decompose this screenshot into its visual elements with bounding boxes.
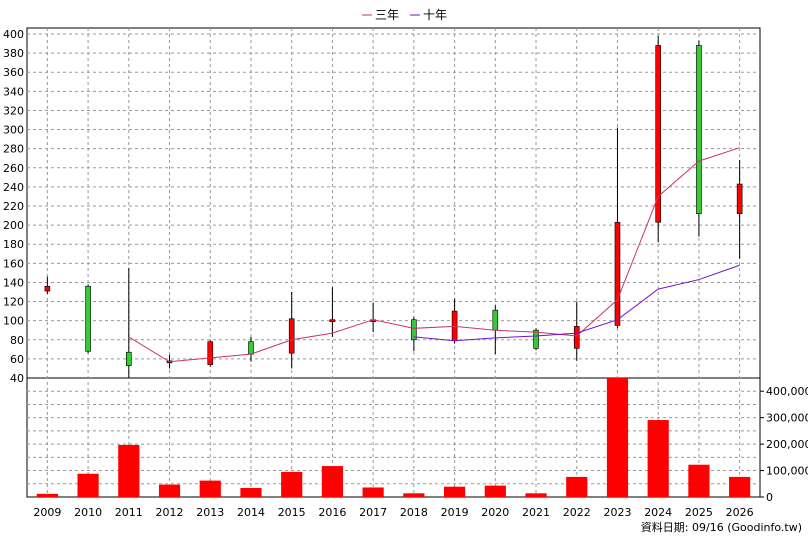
- volume-tick-label: 100,000: [766, 465, 808, 478]
- year-tick-label: 2019: [441, 506, 469, 519]
- price-tick-label: 340: [3, 85, 24, 98]
- volume-tick-label: 300,000: [766, 412, 808, 425]
- volume-bar: [118, 444, 140, 497]
- ma3-line: [128, 147, 740, 363]
- year-tick-label: 2016: [318, 506, 346, 519]
- plot-frame: [26, 27, 761, 498]
- legend-label-ma10: 十年: [423, 8, 447, 22]
- price-tick-label: 240: [3, 181, 24, 194]
- price-tick-label: 140: [3, 276, 24, 289]
- year-tick-label: 2021: [522, 506, 550, 519]
- volume-bar: [199, 480, 221, 497]
- volume-bar: [403, 493, 425, 497]
- candle-body: [44, 285, 51, 292]
- price-tick-label: 160: [3, 257, 24, 270]
- candlesticks: [44, 35, 743, 378]
- volume-bar: [647, 420, 669, 497]
- candle-body: [736, 183, 743, 214]
- candle-body: [655, 45, 661, 223]
- volume-bar: [77, 473, 99, 497]
- volume-bar: [321, 466, 344, 497]
- year-tick-label: 2020: [481, 506, 509, 519]
- price-tick-label: 320: [3, 104, 24, 117]
- volume-bar: [484, 485, 506, 497]
- volume-tick-label: 0: [766, 491, 773, 504]
- volume-bar: [443, 486, 466, 497]
- candle-body: [492, 309, 499, 331]
- year-tick-label: 2017: [359, 506, 387, 519]
- price-tick-label: 80: [10, 334, 24, 347]
- volume-bar: [729, 476, 751, 497]
- volume-bar: [606, 378, 629, 497]
- candle-body: [207, 341, 214, 365]
- volume-bar: [158, 484, 181, 497]
- legend-label-ma3: 三年: [375, 8, 399, 22]
- price-tick-label: 120: [3, 296, 24, 309]
- year-tick-label: 2025: [685, 506, 713, 519]
- volume-bar: [281, 471, 303, 497]
- year-tick-label: 2026: [726, 506, 754, 519]
- price-tick-label: 100: [3, 315, 24, 328]
- price-tick-label: 180: [3, 238, 24, 251]
- volume-bar: [688, 464, 710, 497]
- candle-body: [573, 326, 580, 349]
- moving-averages: [128, 147, 740, 363]
- year-tick-label: 2022: [563, 506, 591, 519]
- volume-tick-label: 200,000: [766, 438, 808, 451]
- price-tick-label: 380: [3, 47, 24, 60]
- year-tick-label: 2013: [196, 506, 224, 519]
- price-tick-label: 220: [3, 200, 24, 213]
- year-tick-label: 2023: [603, 506, 631, 519]
- data-date-footer: 資料日期: 09/16 (Goodinfo.tw): [641, 520, 802, 534]
- candle-body: [85, 285, 91, 352]
- volume-bar: [240, 488, 262, 497]
- price-tick-label: 40: [10, 372, 24, 385]
- candle-body: [248, 341, 254, 355]
- year-tick-label: 2009: [33, 506, 61, 519]
- year-tick-label: 2024: [644, 506, 672, 519]
- year-tick-label: 2012: [156, 506, 184, 519]
- price-tick-label: 200: [3, 219, 24, 232]
- grid: [26, 27, 761, 498]
- year-tick-label: 2015: [278, 506, 306, 519]
- year-tick-label: 2011: [115, 506, 143, 519]
- legend: 三年 十年: [362, 8, 447, 22]
- year-tick-label: 2010: [74, 506, 102, 519]
- price-tick-label: 280: [3, 143, 24, 156]
- volume-tick-label: 400,000: [766, 385, 808, 398]
- ma10-line: [413, 264, 740, 342]
- candle-body: [126, 351, 132, 366]
- candle-body: [533, 329, 539, 349]
- volume-bars: [36, 378, 751, 497]
- candle-body: [411, 319, 417, 341]
- year-tick-label: 2014: [237, 506, 265, 519]
- axes: 4003803603403203002802602402202001801601…: [3, 28, 808, 519]
- volume-bar: [525, 493, 547, 497]
- price-tick-label: 260: [3, 162, 24, 175]
- candle-body: [696, 45, 702, 214]
- price-tick-label: 400: [3, 28, 24, 41]
- candle-body: [614, 221, 621, 326]
- candle-body: [288, 318, 295, 354]
- volume-bar: [566, 476, 588, 497]
- candle-body: [329, 319, 336, 323]
- year-tick-label: 2018: [400, 506, 428, 519]
- volume-bar: [36, 493, 58, 497]
- price-tick-label: 60: [10, 353, 24, 366]
- volume-bar: [362, 487, 384, 497]
- price-tick-label: 300: [3, 124, 24, 137]
- price-tick-label: 360: [3, 66, 24, 79]
